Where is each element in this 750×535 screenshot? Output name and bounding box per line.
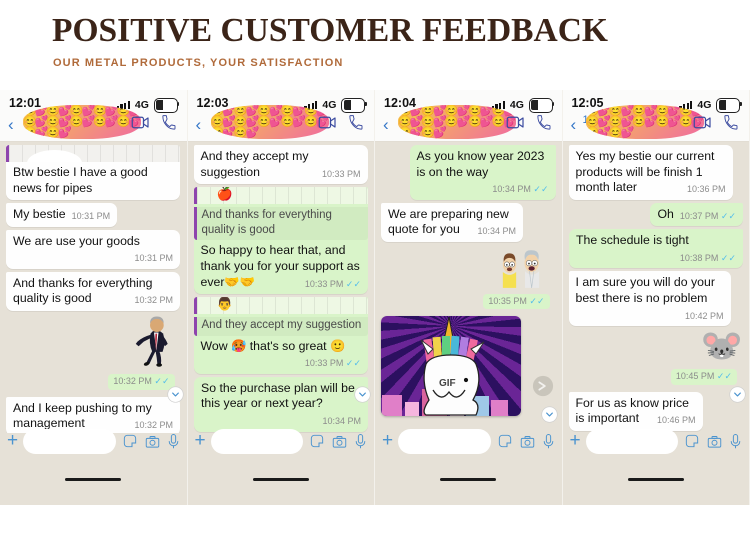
svg-text:GIF: GIF [439,378,456,389]
